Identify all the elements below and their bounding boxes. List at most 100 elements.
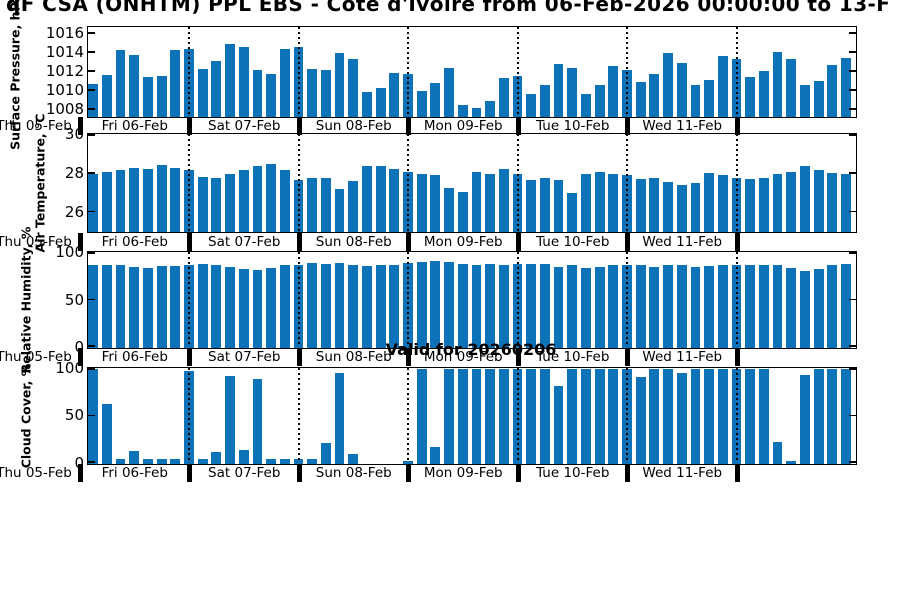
bar	[430, 446, 441, 464]
day-separator	[406, 348, 411, 367]
day-gridline	[626, 368, 628, 463]
tick-mark	[87, 51, 95, 53]
bar	[348, 58, 359, 117]
bar	[635, 265, 646, 348]
bar	[498, 168, 509, 232]
bar	[320, 442, 331, 464]
day-gridline	[626, 252, 628, 347]
day-gridline	[297, 26, 300, 116]
bar	[211, 265, 222, 348]
bar	[362, 91, 372, 117]
day-separator	[77, 232, 83, 251]
tick-mark	[87, 70, 95, 72]
bar	[813, 269, 824, 348]
day-separator	[296, 117, 302, 135]
bar	[649, 73, 660, 117]
bar	[334, 189, 345, 232]
day-separator	[515, 348, 521, 367]
day-label: Sun 08-Feb	[315, 465, 392, 482]
bar	[841, 173, 851, 232]
bar	[772, 52, 783, 117]
bar	[800, 85, 810, 117]
bar	[841, 263, 851, 348]
day-gridline	[626, 134, 628, 231]
bar	[690, 85, 701, 117]
bar	[101, 404, 112, 464]
bar	[444, 261, 454, 348]
bar	[211, 452, 222, 464]
bar	[663, 181, 673, 232]
y-tick-label: 50	[64, 290, 84, 309]
bar	[170, 50, 181, 117]
bar	[745, 178, 756, 232]
tick-mark	[848, 345, 856, 347]
bar	[129, 54, 140, 117]
bar	[704, 79, 715, 117]
bar	[238, 449, 249, 464]
bar	[225, 173, 235, 232]
bar	[307, 459, 318, 464]
tick-mark	[87, 32, 95, 34]
bar	[717, 369, 728, 464]
day-separator	[625, 117, 630, 135]
day-label: Fri 06-Feb	[101, 233, 168, 250]
bar	[143, 459, 153, 464]
day-separator	[515, 464, 521, 483]
bar	[827, 65, 838, 117]
bar	[690, 182, 701, 232]
day-label: Mon 09-Feb	[423, 349, 503, 366]
bar	[416, 90, 427, 117]
bar	[307, 177, 318, 232]
bar	[225, 375, 235, 464]
tick-mark	[848, 461, 856, 463]
day-label: Sun 08-Feb	[315, 233, 392, 250]
bar	[676, 185, 687, 232]
day-separator	[515, 232, 521, 251]
bar	[430, 174, 441, 232]
bar	[170, 266, 181, 348]
bar	[594, 85, 605, 117]
y-tick-label: 0	[74, 453, 84, 472]
bar	[252, 270, 263, 348]
day-label: Wed 11-Feb	[642, 118, 723, 134]
day-label: Sun 08-Feb	[315, 349, 392, 366]
bar	[772, 442, 783, 464]
bar	[704, 172, 715, 232]
bar	[238, 169, 249, 232]
day-label: Tue 10-Feb	[536, 465, 610, 482]
bar	[526, 93, 537, 117]
bar	[197, 176, 208, 232]
bar	[800, 166, 810, 232]
day-separator	[515, 117, 521, 135]
bar	[444, 68, 454, 117]
bar	[88, 369, 99, 464]
bar	[553, 64, 564, 117]
bar	[444, 369, 454, 464]
bar	[676, 372, 687, 464]
day-gridline	[188, 252, 190, 347]
day-label: Tue 10-Feb	[536, 349, 610, 366]
day-separator	[187, 464, 192, 483]
tick-mark	[87, 134, 95, 136]
day-separator	[625, 232, 630, 251]
day-separator	[296, 232, 302, 251]
day-label: Wed 11-Feb	[642, 349, 723, 366]
day-gridline	[516, 26, 519, 116]
day-label: Mon 09-Feb	[423, 118, 503, 134]
bar	[758, 369, 769, 464]
bar	[539, 177, 550, 232]
day-separator	[406, 464, 411, 483]
bar	[635, 82, 646, 117]
bar	[581, 268, 591, 348]
bar	[485, 101, 496, 117]
bar	[334, 372, 345, 464]
bar	[471, 264, 482, 348]
y-axis-label: Cloud Cover, %	[18, 363, 34, 469]
bar	[156, 165, 167, 232]
bar	[539, 369, 550, 464]
bar	[717, 265, 728, 348]
bar	[334, 262, 345, 348]
day-gridline	[516, 134, 519, 231]
y-tick-label: 100	[55, 243, 84, 262]
bar	[115, 169, 126, 232]
